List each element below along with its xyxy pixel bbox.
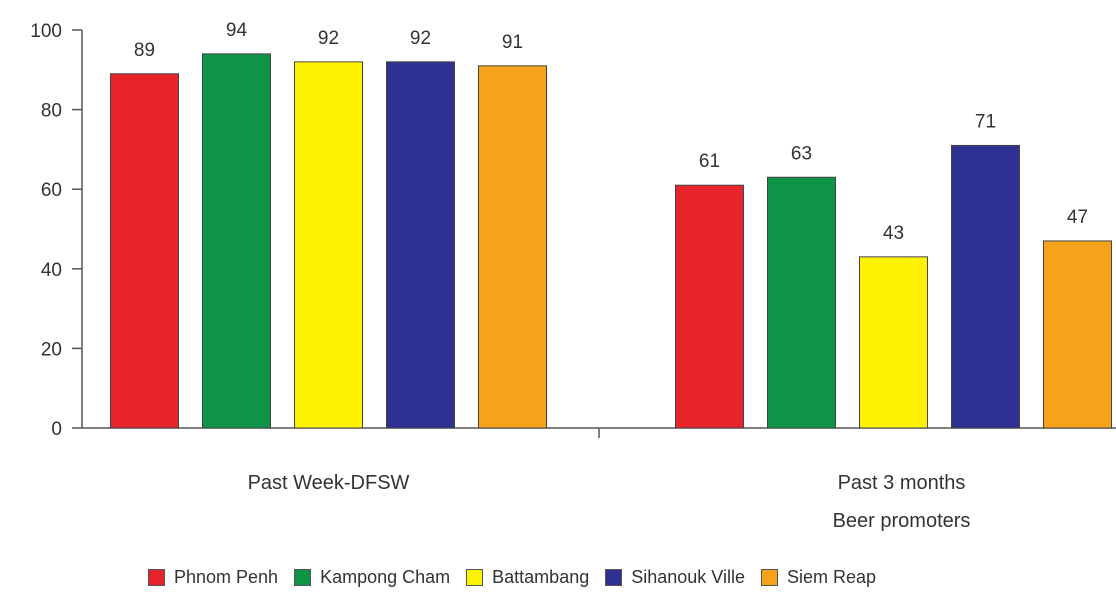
data-label: 71 (975, 111, 996, 132)
legend-item: Sihanouk Ville (605, 567, 745, 588)
legend-item: Battambang (466, 567, 589, 588)
data-label: 91 (502, 32, 523, 53)
data-label: 92 (410, 28, 431, 49)
legend-label: Phnom Penh (174, 566, 279, 587)
legend-swatch (294, 568, 312, 586)
data-label: 89 (134, 40, 155, 61)
legend-swatch (466, 568, 484, 586)
y-tick-label: 40 (41, 260, 62, 281)
y-tick-label: 0 (51, 419, 62, 440)
bar (386, 61, 455, 429)
bar (951, 144, 1020, 429)
legend-label: Battambang (492, 566, 590, 587)
legend-label: Siem Reap (786, 566, 877, 587)
bar (1043, 240, 1112, 429)
category-label: Past 3 months (838, 472, 966, 494)
legend: Phnom Penh Kampong Cham Battambang Sihanouk… (148, 566, 876, 588)
legend-label: Sihanouk Ville (631, 566, 745, 587)
data-label: 47 (1067, 207, 1088, 228)
data-label: 43 (883, 223, 904, 244)
category-label: Beer promoters (833, 510, 971, 532)
bar (675, 184, 744, 429)
category-label: Past Week-DFSW (248, 472, 410, 494)
y-tick-label: 80 (41, 101, 62, 122)
legend-swatch (760, 568, 778, 586)
bar (767, 176, 836, 429)
legend-item: Kampong Cham (294, 567, 450, 588)
legend-swatch (605, 568, 623, 586)
y-tick-label: 60 (41, 180, 62, 201)
bar (202, 53, 271, 429)
legend-item: Phnom Penh (148, 567, 278, 588)
legend-swatch (148, 568, 165, 586)
legend-label: Kampong Cham (320, 566, 451, 587)
bar (110, 73, 179, 429)
data-label: 63 (791, 143, 812, 164)
bar (478, 65, 547, 429)
data-label: 61 (699, 151, 720, 172)
legend-item: Siem Reap (760, 566, 877, 588)
bar (294, 61, 363, 429)
data-label: 94 (226, 20, 248, 41)
bar (859, 256, 928, 429)
data-label: 92 (318, 28, 339, 49)
y-tick-label: 100 (30, 21, 62, 42)
y-tick-label: 20 (41, 339, 62, 360)
